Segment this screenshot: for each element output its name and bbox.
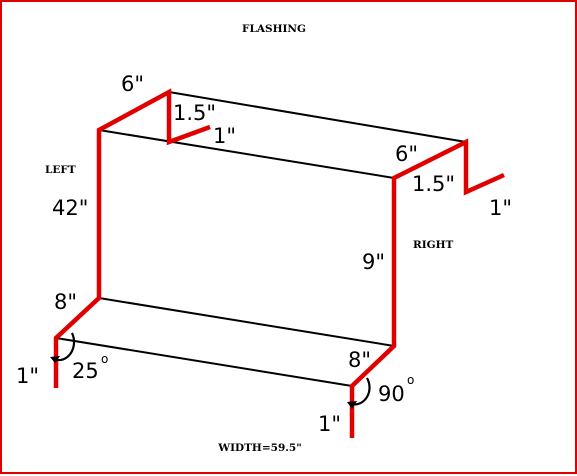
right-flashing-profile [349, 138, 505, 438]
top-back-edge [168, 91, 467, 143]
left-angle-arc [53, 332, 76, 362]
top-right-return-dimension: 1" [489, 196, 512, 220]
left-side-label: LEFT [45, 164, 76, 176]
bottom-left-return-dimension: 1" [16, 364, 39, 388]
bottom-right-return-dimension: 1" [318, 412, 341, 436]
left-angle-arrowhead [50, 356, 60, 363]
bottom-right-leg-dimension: 8" [348, 348, 371, 372]
right-angle-arc [350, 377, 371, 406]
bottom-front-edge [55, 337, 353, 387]
right-angle-degree-mark: o [407, 373, 414, 387]
top-right-drop-dimension: 1.5" [412, 172, 455, 196]
diagram-title: FLASHING [242, 23, 306, 35]
width-label: WIDTH=59.5" [217, 442, 301, 454]
top-front-edge [98, 129, 395, 179]
left-angle-degree-mark: o [101, 352, 108, 366]
right-angle-arrowhead [347, 401, 357, 409]
right-height-dimension: 9" [362, 250, 385, 274]
left-angle-value: 25 [72, 359, 99, 383]
top-left-leg-dimension: 6" [121, 72, 144, 96]
bottom-back-edge [98, 297, 395, 347]
left-flashing-profile [53, 88, 211, 388]
bottom-left-leg-dimension: 8" [54, 290, 77, 314]
top-left-drop-dimension: 1.5" [173, 101, 216, 125]
left-height-dimension: 42" [52, 196, 88, 220]
top-left-return-dimension: 1" [213, 124, 236, 148]
top-right-leg-dimension: 6" [395, 142, 418, 166]
right-angle-value: 90 [378, 382, 405, 406]
right-side-label: RIGHT [413, 239, 454, 251]
